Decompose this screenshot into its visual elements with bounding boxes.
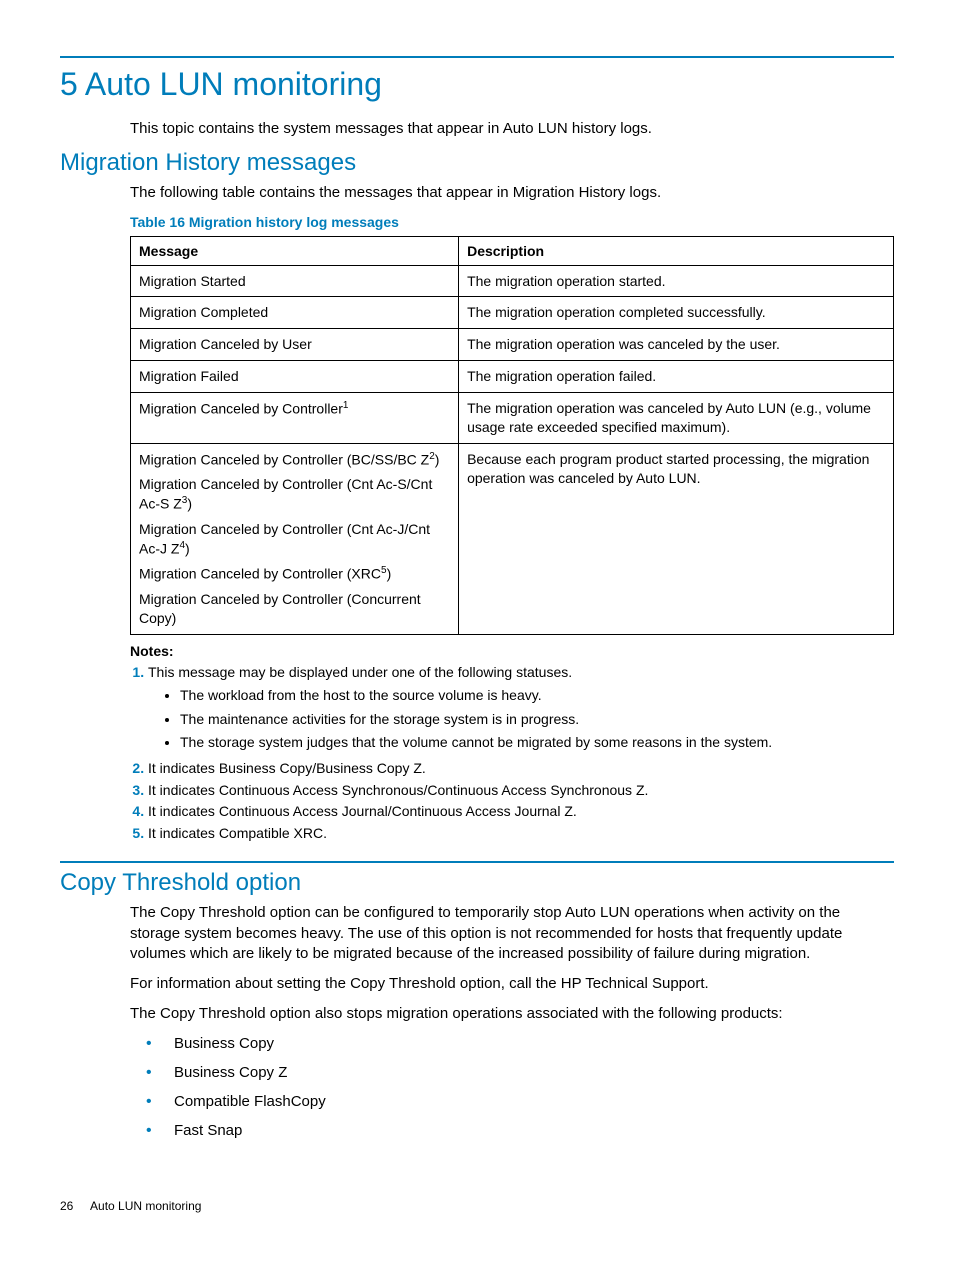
table-caption: Table 16 Migration history log messages: [130, 214, 894, 230]
chapter-intro: This topic contains the system messages …: [130, 119, 894, 139]
msg-text: Migration Canceled by Controller: [139, 401, 343, 417]
msg-text-post: ): [387, 566, 392, 582]
section2-p1: The Copy Threshold option can be configu…: [130, 903, 894, 964]
note-sub-item: The workload from the host to the source…: [180, 686, 894, 706]
table-row: Migration Canceled by Controller (BC/SS/…: [131, 443, 894, 634]
cell-message: Migration Canceled by Controller1: [131, 393, 459, 444]
note-item: It indicates Compatible XRC.: [148, 824, 894, 844]
note-item: It indicates Continuous Access Journal/C…: [148, 802, 894, 822]
footnote-ref: 1: [343, 400, 349, 411]
table-row: Migration Canceled by Controller1 The mi…: [131, 393, 894, 444]
table-row: Migration Canceled by User The migration…: [131, 329, 894, 361]
cell-description: Because each program product started pro…: [459, 443, 894, 634]
cell-description: The migration operation was canceled by …: [459, 393, 894, 444]
cell-description: The migration operation started.: [459, 265, 894, 297]
section-heading-migration-history: Migration History messages: [60, 149, 894, 177]
section1-intro: The following table contains the message…: [130, 183, 894, 203]
cell-description: The migration operation was canceled by …: [459, 329, 894, 361]
msg-text: Migration Canceled by Controller (Concur…: [139, 590, 450, 628]
note-item: This message may be displayed under one …: [148, 663, 894, 753]
copy-threshold-product-list: Business Copy Business Copy Z Compatible…: [130, 1035, 894, 1139]
note-sub-item: The maintenance activities for the stora…: [180, 710, 894, 730]
col-header-message: Message: [131, 236, 459, 265]
note-item: It indicates Continuous Access Synchrono…: [148, 781, 894, 801]
section2-p2: For information about setting the Copy T…: [130, 974, 894, 994]
list-item: Business Copy: [146, 1035, 894, 1052]
col-header-description: Description: [459, 236, 894, 265]
msg-text: Migration Canceled by Controller (BC/SS/…: [139, 452, 429, 468]
cell-message-multi: Migration Canceled by Controller (BC/SS/…: [131, 443, 459, 634]
notes-list: This message may be displayed under one …: [130, 663, 894, 844]
page-footer: 26 Auto LUN monitoring: [60, 1199, 894, 1213]
section-heading-copy-threshold: Copy Threshold option: [60, 869, 894, 897]
migration-messages-table: Message Description Migration Started Th…: [130, 236, 894, 635]
table-header-row: Message Description: [131, 236, 894, 265]
msg-text: Migration Canceled by Controller (XRC: [139, 566, 381, 582]
section2-p3: The Copy Threshold option also stops mig…: [130, 1004, 894, 1024]
notes-heading: Notes:: [130, 643, 894, 659]
msg-text-post: ): [187, 496, 192, 512]
list-item: Fast Snap: [146, 1122, 894, 1139]
note-text: This message may be displayed under one …: [148, 664, 572, 680]
cell-message: Migration Started: [131, 265, 459, 297]
msg-text-post: ): [185, 540, 190, 556]
msg-text: Migration Canceled by Controller (Cnt Ac…: [139, 521, 430, 557]
table-row: Migration Failed The migration operation…: [131, 361, 894, 393]
cell-description: The migration operation failed.: [459, 361, 894, 393]
cell-message: Migration Canceled by User: [131, 329, 459, 361]
document-page: 5 Auto LUN monitoring This topic contain…: [0, 0, 954, 1253]
table-row: Migration Started The migration operatio…: [131, 265, 894, 297]
list-item: Compatible FlashCopy: [146, 1093, 894, 1110]
cell-message: Migration Completed: [131, 297, 459, 329]
chapter-title: 5 Auto LUN monitoring: [60, 66, 894, 103]
msg-text-post: ): [435, 452, 440, 468]
note-item: It indicates Business Copy/Business Copy…: [148, 759, 894, 779]
cell-message: Migration Failed: [131, 361, 459, 393]
note-sub-item: The storage system judges that the volum…: [180, 733, 894, 753]
top-rule: [60, 56, 894, 58]
page-number: 26: [60, 1199, 73, 1213]
cell-description: The migration operation completed succes…: [459, 297, 894, 329]
footer-chapter: Auto LUN monitoring: [90, 1199, 201, 1213]
table-row: Migration Completed The migration operat…: [131, 297, 894, 329]
note-sub-list: The workload from the host to the source…: [148, 686, 894, 753]
section-rule: [60, 861, 894, 863]
list-item: Business Copy Z: [146, 1064, 894, 1081]
